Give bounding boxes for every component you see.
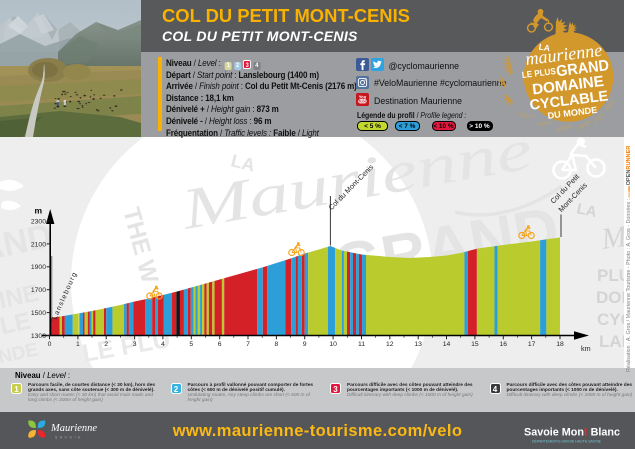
svg-text:Savoie Mont Blanc: Savoie Mont Blanc: [524, 427, 620, 439]
svg-text:15: 15: [471, 341, 479, 348]
svg-text:6: 6: [218, 341, 222, 348]
svg-text:You: You: [359, 94, 367, 99]
svg-text:SAVOIE: SAVOIE: [55, 436, 83, 440]
svg-text:m: m: [34, 206, 42, 216]
svg-text:7: 7: [246, 341, 250, 348]
svg-text:Lanslebourg: Lanslebourg: [51, 271, 78, 321]
svg-text:16: 16: [500, 341, 508, 348]
svg-text:Maurienne: Maurienne: [50, 423, 97, 434]
svg-text:km: km: [581, 344, 591, 353]
svg-text:CYC: CYC: [597, 310, 633, 329]
svg-text:2300: 2300: [31, 218, 46, 225]
svg-text:2: 2: [104, 341, 108, 348]
svg-text:4: 4: [161, 341, 165, 348]
svg-text:DÉPARTEMENTS SAVOIE HAUTE-SAVO: DÉPARTEMENTS SAVOIE HAUTE-SAVOIE: [532, 439, 602, 444]
svg-text:17: 17: [528, 341, 536, 348]
svg-text:18: 18: [556, 341, 564, 348]
svg-text:1700: 1700: [31, 287, 46, 294]
svg-text:1300: 1300: [31, 333, 46, 340]
svg-text:11: 11: [358, 341, 365, 348]
svg-text:13: 13: [414, 341, 422, 348]
svg-text:3: 3: [133, 341, 137, 348]
svg-text:5: 5: [189, 341, 193, 348]
svg-text:LA: LA: [538, 42, 551, 54]
svg-text:8: 8: [275, 341, 279, 348]
svg-text:1: 1: [76, 341, 80, 348]
svg-text:GRAND: GRAND: [555, 57, 610, 80]
svg-text:0: 0: [48, 341, 52, 348]
svg-text:10: 10: [329, 341, 337, 348]
svg-text:LE PLUS: LE PLUS: [521, 66, 556, 80]
svg-text:12: 12: [386, 341, 394, 348]
svg-text:2100: 2100: [31, 241, 46, 248]
svg-text:Col du Mont-Cenis: Col du Mont-Cenis: [327, 162, 376, 212]
svg-text:Tube: Tube: [358, 100, 366, 104]
svg-text:1500: 1500: [31, 310, 46, 317]
svg-text:9: 9: [303, 341, 307, 348]
svg-text:14: 14: [443, 341, 451, 348]
svg-text:1900: 1900: [31, 264, 46, 271]
svg-text:LA: LA: [575, 200, 598, 221]
